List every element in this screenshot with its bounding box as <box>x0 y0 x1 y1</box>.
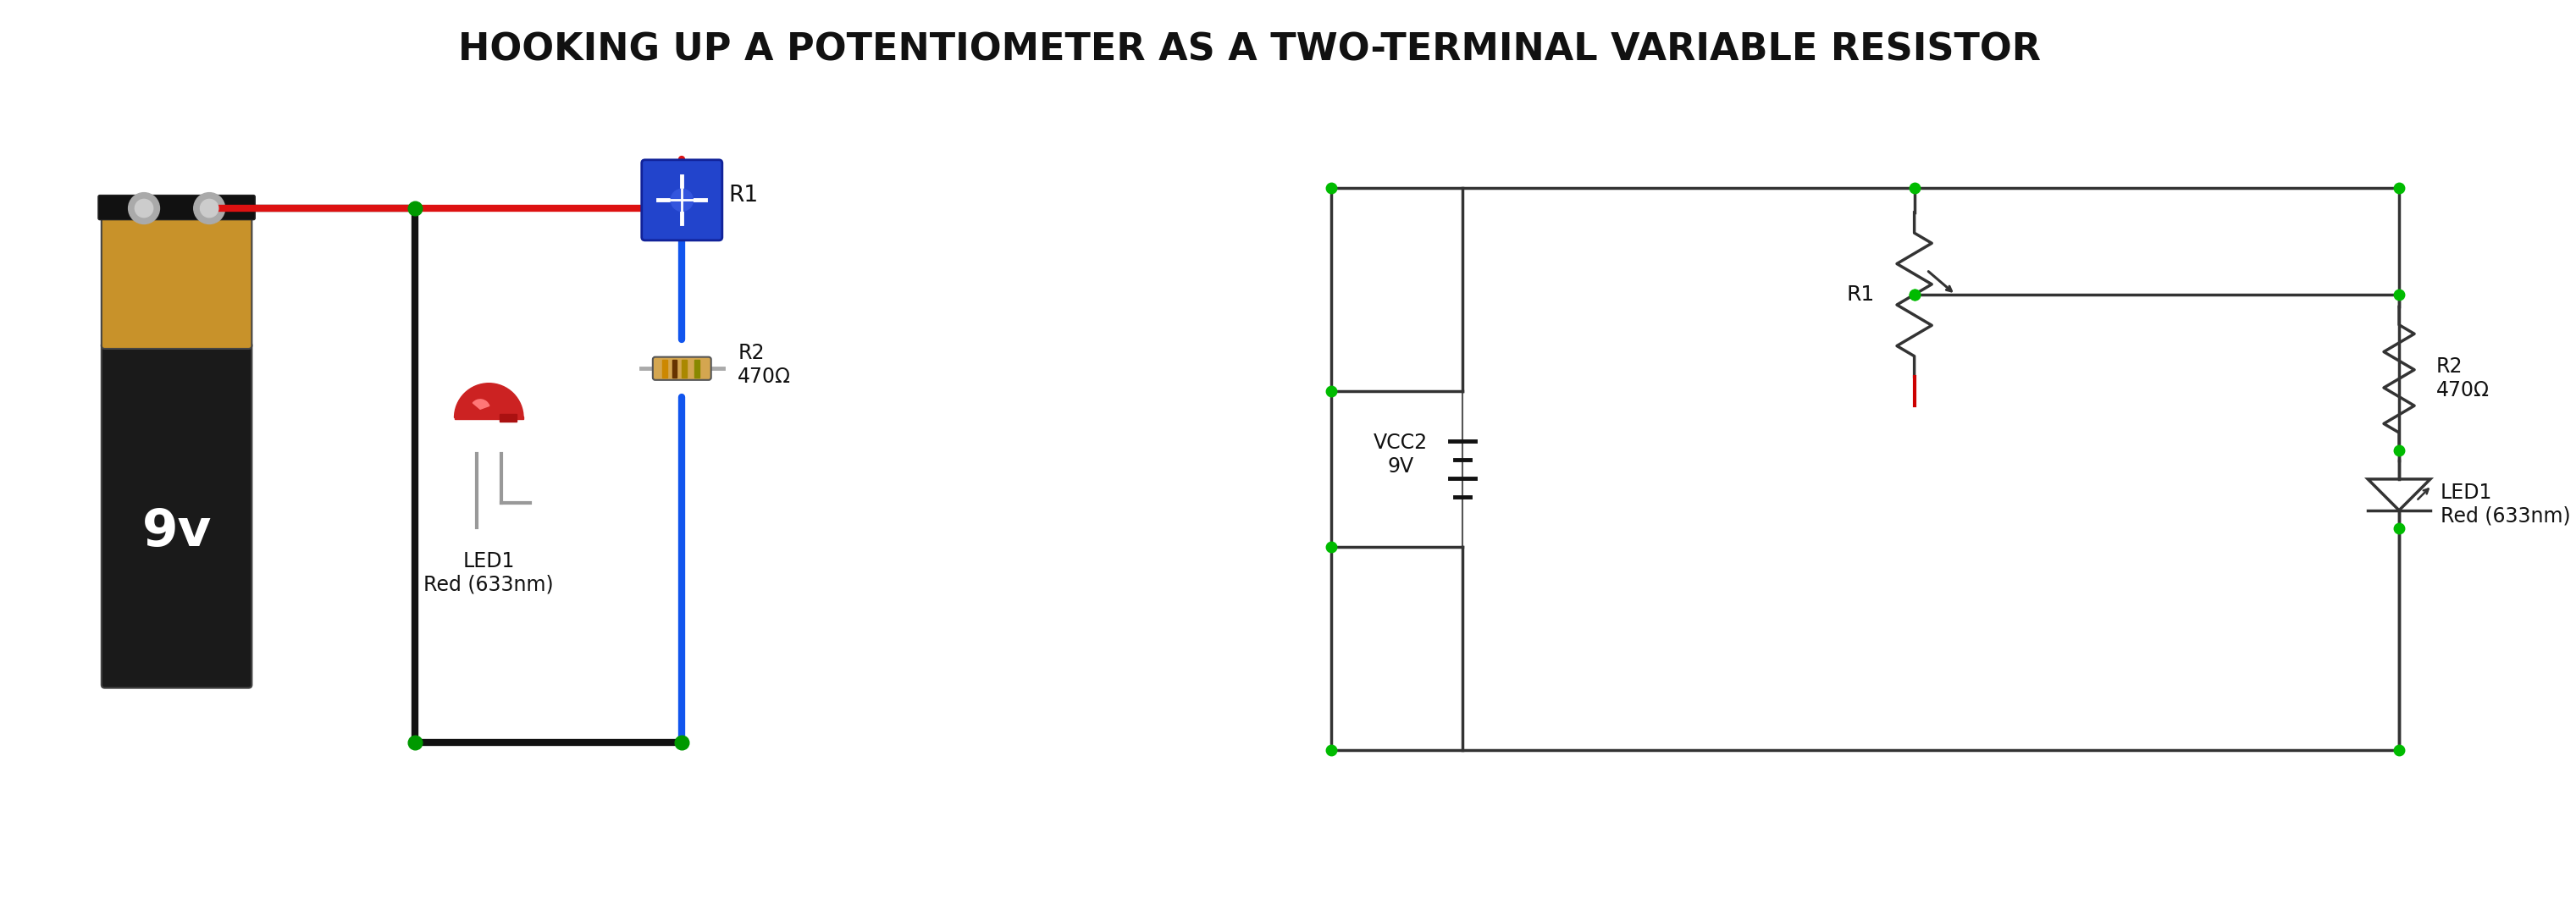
Bar <box>683 359 685 377</box>
Circle shape <box>670 189 693 212</box>
Text: R1: R1 <box>1847 284 1875 305</box>
Text: 9v: 9v <box>142 507 211 557</box>
FancyBboxPatch shape <box>100 343 252 688</box>
Text: LED1
Red (633nm): LED1 Red (633nm) <box>2439 483 2571 527</box>
Bar <box>500 414 515 422</box>
Circle shape <box>201 200 219 217</box>
Polygon shape <box>2367 479 2429 510</box>
Circle shape <box>129 192 160 224</box>
Bar <box>672 359 677 377</box>
Text: HOOKING UP A POTENTIOMETER AS A TWO-TERMINAL VARIABLE RESISTOR: HOOKING UP A POTENTIOMETER AS A TWO-TERM… <box>459 31 2040 68</box>
Wedge shape <box>474 399 489 409</box>
Bar <box>453 416 523 420</box>
FancyBboxPatch shape <box>100 197 252 349</box>
FancyBboxPatch shape <box>652 357 711 380</box>
Text: LED1
Red (633nm): LED1 Red (633nm) <box>425 551 554 594</box>
Circle shape <box>134 200 152 217</box>
Wedge shape <box>453 383 523 418</box>
Text: R2
470Ω: R2 470Ω <box>737 344 791 387</box>
Bar <box>662 359 667 377</box>
Circle shape <box>193 192 224 224</box>
FancyBboxPatch shape <box>641 159 721 240</box>
Text: VCC2
9V: VCC2 9V <box>1373 432 1427 476</box>
Bar <box>696 359 698 377</box>
FancyBboxPatch shape <box>98 195 255 220</box>
Text: R1: R1 <box>729 185 757 207</box>
Text: R2
470Ω: R2 470Ω <box>2437 357 2488 400</box>
